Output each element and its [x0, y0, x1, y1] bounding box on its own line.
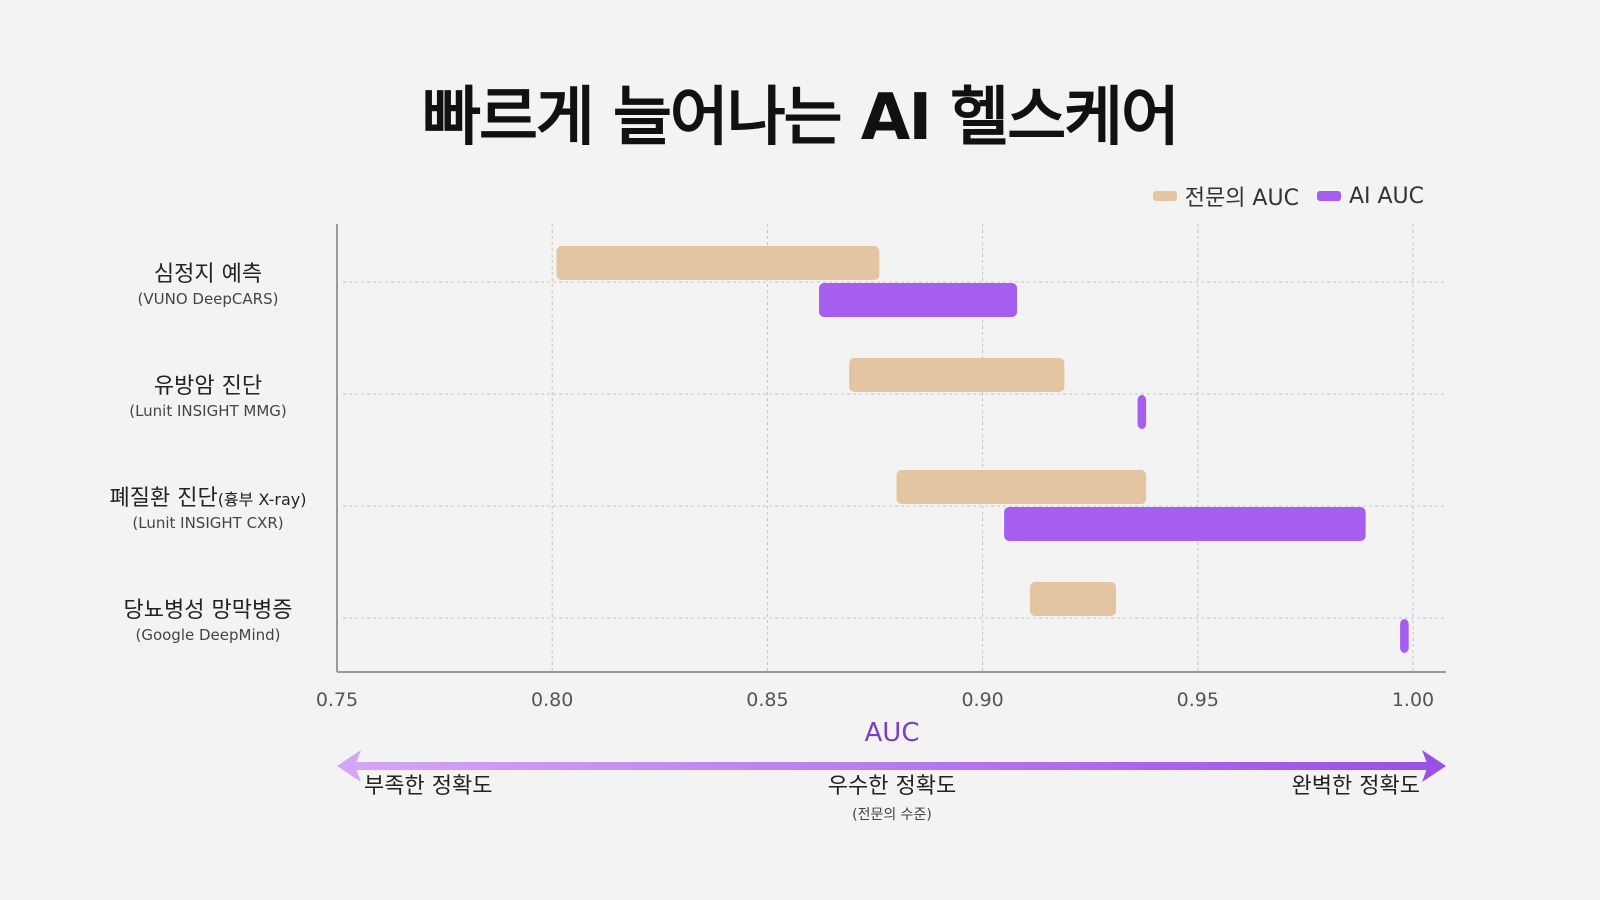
- category-label: 폐질환 진단(흉부 X-ray) (Lunit INSIGHT CXR): [78, 480, 338, 532]
- expert-auc-bar: [849, 358, 1065, 392]
- legend-swatch-expert: [1152, 191, 1177, 201]
- chart-title: 빠르게 늘어나는 AI 헬스케어: [422, 81, 1180, 155]
- category-source: (Lunit INSIGHT MMG): [129, 402, 287, 420]
- category-name-text: 심정지 예측: [153, 262, 263, 287]
- x-tick-label: 1.00: [1392, 689, 1434, 711]
- expert-auc-bar: [896, 470, 1147, 504]
- expert-auc-bar: [556, 246, 880, 280]
- ai-auc-bar: [1137, 395, 1147, 429]
- x-tick-label: 0.90: [961, 689, 1003, 711]
- category-name: 심정지 예측: [78, 256, 338, 288]
- category-name-text: 폐질환 진단: [109, 486, 218, 511]
- expert-auc-bar: [1029, 582, 1117, 616]
- category-name: 유방암 진단: [78, 368, 338, 400]
- scale-label-low: 부족한 정확도: [364, 774, 493, 799]
- category-name-text: 유방암 진단: [153, 374, 263, 399]
- category-name-suffix: (흉부 X-ray): [217, 490, 307, 509]
- ai-auc-bar: [1400, 619, 1409, 653]
- category-name: 폐질환 진단(흉부 X-ray): [78, 480, 338, 512]
- scale-label-mid: 우수한 정확도: [827, 774, 957, 799]
- legend: 전문의 AUC AI AUC: [1152, 180, 1424, 212]
- legend-swatch-ai: [1316, 191, 1341, 201]
- ai-auc-bar: [1004, 507, 1366, 541]
- x-tick-label: 0.80: [531, 689, 573, 711]
- x-tick-label: 0.75: [316, 689, 358, 711]
- category-label: 심정지 예측 (VUNO DeepCARS): [78, 256, 338, 308]
- category-label: 유방암 진단 (Lunit INSIGHT MMG): [78, 368, 338, 420]
- legend-label-expert: 전문의 AUC: [1184, 186, 1299, 211]
- category-source: (VUNO DeepCARS): [137, 290, 279, 308]
- category-source: (Google DeepMind): [135, 626, 281, 644]
- scale-label-high: 완벽한 정확도: [1291, 774, 1420, 799]
- category-name-text: 당뇨병성 망막병증: [123, 598, 293, 623]
- scale-label-mid-sub: (전문의 수준): [852, 807, 932, 823]
- legend-label-ai: AI AUC: [1348, 183, 1424, 209]
- x-axis-label: AUC: [864, 718, 920, 748]
- legend-item-ai: AI AUC: [1316, 183, 1424, 209]
- arrow-right-head: [1422, 750, 1446, 782]
- accuracy-scale-line: [351, 762, 1432, 770]
- category-source: (Lunit INSIGHT CXR): [132, 514, 284, 532]
- x-tick-label: 0.85: [746, 689, 788, 711]
- ai-auc-bar: [819, 283, 1018, 317]
- legend-item-expert: 전문의 AUC: [1152, 180, 1299, 212]
- category-name: 당뇨병성 망막병증: [78, 592, 338, 624]
- x-tick-label: 0.95: [1177, 689, 1219, 711]
- category-label: 당뇨병성 망막병증 (Google DeepMind): [78, 592, 338, 644]
- arrow-left-head: [337, 750, 361, 782]
